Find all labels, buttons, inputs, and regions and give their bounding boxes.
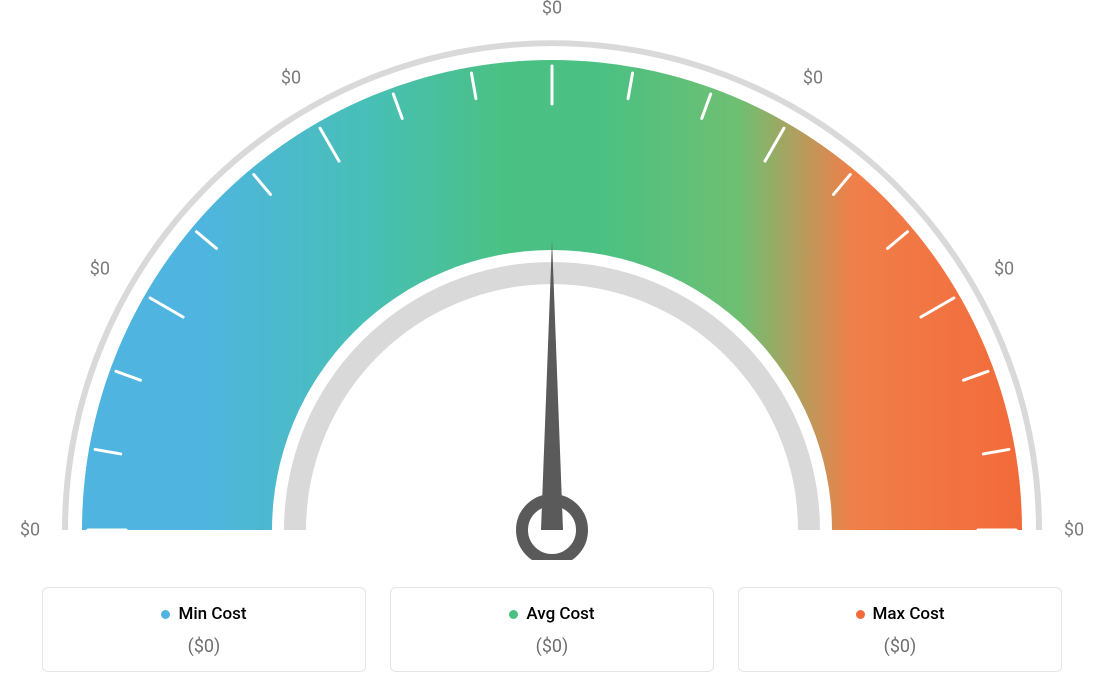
legend-value-avg: ($0) [403,636,701,657]
gauge-tick-label: $0 [1064,520,1084,541]
legend-title-max: Max Cost [856,604,945,624]
gauge-tick-label: $0 [994,259,1014,280]
legend-label-avg: Avg Cost [526,604,594,624]
gauge-tick-label: $0 [20,520,40,541]
legend-value-max: ($0) [751,636,1049,657]
gauge-tick-label: $0 [803,67,823,88]
legend-dot-max [856,610,865,619]
legend-dot-min [161,610,170,619]
gauge-chart: $0 $0 $0 $0 $0 $0 $0 [0,0,1104,560]
legend-title-avg: Avg Cost [509,604,594,624]
gauge-tick-label: $0 [90,259,110,280]
legend-card-min: Min Cost ($0) [42,587,366,673]
legend-card-avg: Avg Cost ($0) [390,587,714,673]
gauge-tick-label: $0 [281,67,301,88]
legend-label-max: Max Cost [873,604,945,624]
legend-value-min: ($0) [55,636,353,657]
gauge-tick-label: $0 [542,0,562,19]
legend-row: Min Cost ($0) Avg Cost ($0) Max Cost ($0… [0,587,1104,673]
legend-dot-avg [509,610,518,619]
gauge-svg [0,0,1104,560]
legend-label-min: Min Cost [178,604,246,624]
legend-title-min: Min Cost [161,604,246,624]
legend-card-max: Max Cost ($0) [738,587,1062,673]
